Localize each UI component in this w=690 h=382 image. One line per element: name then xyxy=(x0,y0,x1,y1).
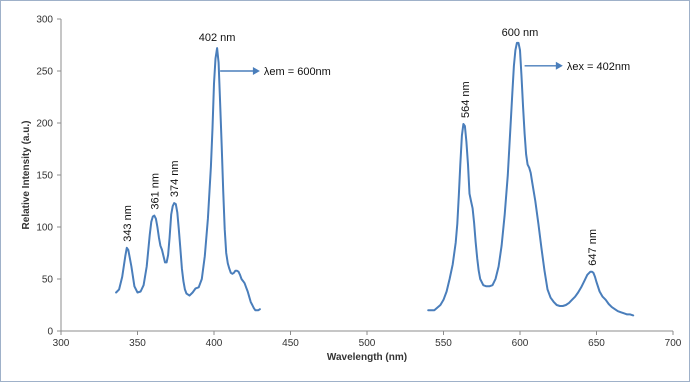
annotation-label: λex = 402nm xyxy=(567,61,630,73)
peak-label: 343 nm xyxy=(122,205,134,242)
x-tick-label: 600 xyxy=(512,338,529,349)
series-layer xyxy=(115,41,635,317)
y-tick-label: 200 xyxy=(36,119,53,130)
peak-label: 374 nm xyxy=(169,160,181,197)
x-tick-label: 450 xyxy=(282,338,299,349)
peak-label: 647 nm xyxy=(587,229,599,266)
x-tick-label: 500 xyxy=(359,338,376,349)
x-tick-label: 350 xyxy=(129,338,146,349)
axis-ticks: 300 350 400 450 500 550 600 650 700 0 50 100 150 200 2… xyxy=(36,15,681,350)
y-tick-label: 250 xyxy=(36,67,53,78)
emission-spectrum-line xyxy=(427,41,635,317)
y-tick-label: 300 xyxy=(36,15,53,26)
x-tick-label: 300 xyxy=(53,338,70,349)
annotation-arrow-head xyxy=(252,67,260,75)
peak-label: 600 nm xyxy=(502,27,539,39)
x-tick-label: 400 xyxy=(206,338,223,349)
peak-label: 402 nm xyxy=(199,32,236,44)
y-tick-label: 0 xyxy=(47,327,53,338)
x-tick-label: 700 xyxy=(665,338,682,349)
excitation-spectrum-line xyxy=(115,47,261,312)
x-tick-label: 650 xyxy=(588,338,605,349)
y-tick-label: 50 xyxy=(42,275,54,286)
x-axis-label: Wavelength (nm) xyxy=(327,352,407,363)
arrow-annotations: λem = 600nm λex = 402nm xyxy=(220,61,630,78)
peak-labels: 343 nm 361 nm 374 nm 402 nm 564 nm 600 nm 647 … xyxy=(122,27,599,266)
y-tick-label: 100 xyxy=(36,223,53,234)
y-axis-label: Relative Intensity (a.u.) xyxy=(21,121,32,230)
y-tick-label: 150 xyxy=(36,171,53,182)
x-tick-label: 550 xyxy=(435,338,452,349)
peak-label: 564 nm xyxy=(460,81,472,118)
peak-label: 361 nm xyxy=(149,173,161,210)
annotation-label: λem = 600nm xyxy=(264,66,331,78)
annotation-arrow-head xyxy=(555,61,563,70)
